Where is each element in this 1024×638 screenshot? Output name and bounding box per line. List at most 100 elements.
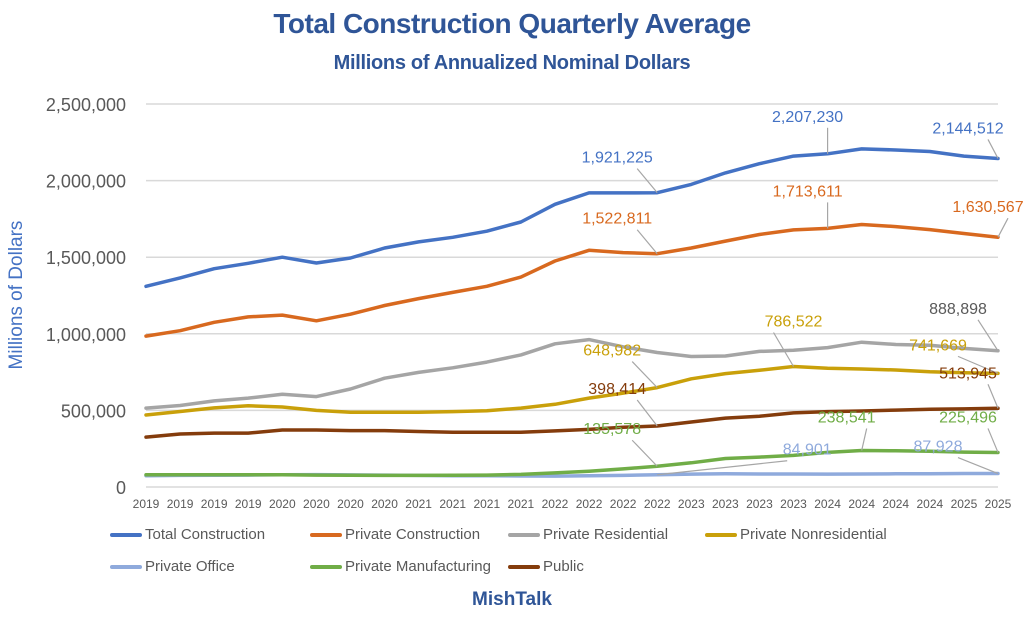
legend-item: Private Residential [508,526,668,543]
legend-label: Private Construction [345,526,481,543]
legend-item: Total Construction [110,526,265,543]
data-label: 87,928 [914,439,963,456]
legend-item: Private Manufacturing [310,558,491,575]
series-line-private-nonresidential [144,364,1000,417]
x-tick-label: 2021 [405,497,432,511]
data-label: 225,496 [939,409,997,426]
legend-label: Total Construction [145,526,266,543]
series-line-total-construction [144,147,1000,289]
data-label: 1,630,567 [952,199,1023,216]
y-tick-label: 2,500,000 [46,95,126,115]
legend-swatch [310,564,342,569]
x-tick-label: 2019 [167,497,194,511]
legend-swatch [508,532,540,537]
legend-item: Private Construction [310,526,480,543]
legend-label: Private Office [145,558,235,575]
annotation-leader [631,439,658,467]
x-tick-label: 2023 [746,497,773,511]
annotation-leader [636,229,658,255]
y-tick-labels: 0 500,000 1,000,000 1,500,000 2,000,000 2,500… [46,95,126,498]
data-label: 648,982 [583,343,641,360]
series-line-public [144,406,1000,439]
x-tick-label: 2024 [882,497,909,511]
x-tick-label: 2022 [610,497,637,511]
x-tick-label: 2021 [473,497,500,511]
data-label: 238,541 [818,409,876,426]
x-tick-label: 2019 [133,497,160,511]
x-tick-label: 2019 [235,497,262,511]
x-tick-label: 2024 [916,497,943,511]
x-tick-label: 2020 [371,497,398,511]
x-tick-label: 2022 [644,497,671,511]
annotation-leader [987,139,999,159]
x-tick-label: 2024 [814,497,841,511]
annotation-leader [631,361,658,388]
data-label: 2,144,512 [932,120,1003,137]
x-tick-label: 2019 [201,497,228,511]
x-tick-label: 2021 [508,497,535,511]
legend-swatch [508,564,540,569]
legend-swatch [110,532,142,537]
legend-label: Public [543,558,584,575]
y-tick-label: 1,500,000 [46,248,126,268]
x-tick-label: 2020 [303,497,330,511]
series-line-private-construction [144,222,1000,338]
y-tick-label: 0 [116,478,126,498]
x-tick-label: 2024 [848,497,875,511]
data-label: 741,669 [909,337,967,354]
x-tick-label: 2023 [780,497,807,511]
legend-label: Private Manufacturing [345,558,491,575]
data-label: 1,921,225 [582,150,653,167]
annotation-leader [977,319,999,352]
data-label: 2,207,230 [772,109,843,126]
annotation-leader [636,168,658,194]
y-tick-label: 2,000,000 [46,172,126,192]
data-label: 888,898 [929,301,987,318]
chart-title: Total Construction Quarterly Average [273,8,751,39]
series-lines [144,147,1000,478]
legend-swatch [310,532,342,537]
legend-label: Private Residential [543,526,669,543]
data-label: 135,578 [583,421,641,438]
legend-swatch [705,532,737,537]
annotation-leader [861,428,868,451]
annotation-leader [987,384,999,409]
legend-item: Private Office [110,558,235,575]
x-tick-label: 2023 [712,497,739,511]
line-chart: 0 500,000 1,000,000 1,500,000 2,000,000 2,500… [46,95,1024,511]
data-label: 1,522,811 [582,211,652,228]
x-tick-labels: 2019 2019 2019 2019 2020 2020 2020 2020 2021 2021… [133,497,1012,511]
annotation-leader [997,217,1009,238]
legend-label: Private Nonresidential [740,526,887,543]
legend-item: Private Nonresidential [705,526,887,543]
footer-brand: MishTalk [472,589,552,610]
x-tick-label: 2020 [337,497,364,511]
x-tick-label: 2022 [576,497,603,511]
series-line-private-residential [144,337,1000,410]
x-tick-label: 2020 [269,497,296,511]
data-label: 84,901 [783,442,832,459]
y-tick-label: 500,000 [61,401,126,421]
annotation-leader [773,332,795,367]
x-tick-label: 2025 [951,497,978,511]
x-tick-label: 2025 [985,497,1012,511]
x-tick-label: 2023 [678,497,705,511]
data-label: 1,713,611 [773,183,843,200]
data-label: 398,414 [588,381,646,398]
y-tick-label: 1,000,000 [46,325,126,345]
x-tick-label: 2022 [542,497,569,511]
legend-swatch [110,564,142,569]
annotation-leader [957,355,999,374]
annotation-leader [657,460,788,476]
annotation-leaders [631,127,1009,476]
annotation-leader [957,456,999,475]
x-tick-label: 2021 [439,497,466,511]
annotation-labels: 1,921,225 2,207,230 2,144,512 1,522,811 1,71… [582,109,1024,459]
annotation-leader [987,428,999,453]
data-label: 513,945 [939,365,997,382]
chart-subtitle: Millions of Annualized Nominal Dollars [333,52,691,74]
data-label: 786,522 [765,314,823,331]
annotation-leader [636,399,658,427]
series-line-private-manufacturing [144,448,1000,478]
legend-item: Public [508,558,584,575]
